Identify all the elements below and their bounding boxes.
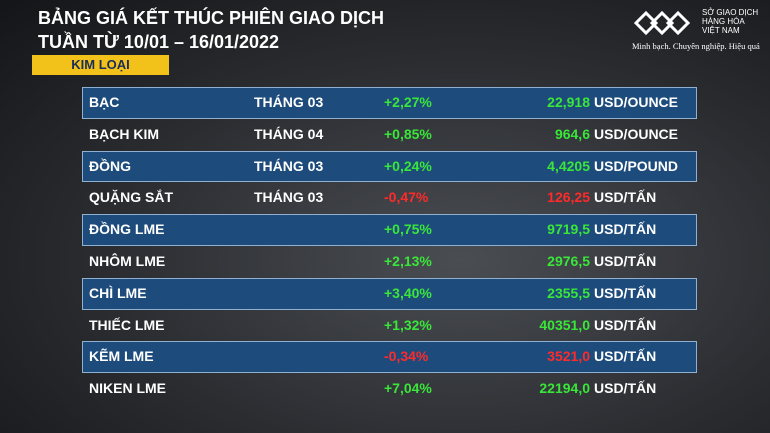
logo: SỞ GIAO DỊCH HÀNG HÓA VIỆT NAM <box>632 6 767 56</box>
change: -0,47% <box>384 189 429 206</box>
change: +0,24% <box>384 157 432 174</box>
contract-month: THÁNG 03 <box>254 189 324 206</box>
price: 40351,0 <box>539 316 590 333</box>
table: BẠC THÁNG 03 +2,27% 22,918 USD/OUNCE BẠCH KIM… <box>82 87 697 405</box>
change: -0,34% <box>384 348 429 365</box>
table-row: THIẾC LME +1,32% 40351,0 USD/TẤN <box>82 310 697 342</box>
table-row: BẠCH KIM THÁNG 04 +0,85% 964,6 USD/OUNCE <box>82 119 697 151</box>
unit: USD/TẤN <box>594 221 657 238</box>
change: +2,27% <box>384 94 432 110</box>
unit: USD/POUND <box>594 157 679 174</box>
change: +2,13% <box>384 252 432 269</box>
metal-name: BẠC <box>89 94 120 110</box>
price: 22,918 <box>547 94 590 110</box>
unit: USD/TẤN <box>594 252 657 269</box>
price: 964,6 <box>554 125 590 142</box>
table-row: QUẶNG SẮT THÁNG 03 -0,47% 126,25 USD/TẤN <box>82 182 697 214</box>
unit: USD/TẤN <box>594 316 657 333</box>
table-row: NIKEN LME +7,04% 22194,0 USD/TẤN <box>82 373 697 405</box>
metal-name: NHÔM LME <box>89 252 166 269</box>
change: +0,75% <box>384 221 432 238</box>
price: 126,25 <box>547 189 590 206</box>
change: +0,85% <box>384 125 432 142</box>
table-row: ĐỒNG LME +0,75% 9719,5 USD/TẤN <box>82 214 697 246</box>
logo-text: HÀNG HÓA <box>702 17 745 26</box>
logo-text: VIỆT NAM <box>702 26 740 35</box>
table-row: ĐỒNG THÁNG 03 +0,24% 4,4205 USD/POUND <box>82 150 697 183</box>
change: +3,40% <box>384 284 432 301</box>
unit: USD/OUNCE <box>594 94 679 110</box>
unit: USD/TẤN <box>594 380 657 397</box>
contract-month: THÁNG 03 <box>254 94 324 110</box>
price: 9719,5 <box>547 221 590 238</box>
price: 2355,5 <box>547 284 590 301</box>
logo-text: SỞ GIAO DỊCH <box>702 8 759 17</box>
section-label: KIM LOẠI <box>32 55 169 75</box>
price: 4,4205 <box>547 157 590 174</box>
table-row: BẠC THÁNG 03 +2,27% 22,918 USD/OUNCE <box>82 87 697 119</box>
unit: USD/OUNCE <box>594 125 679 142</box>
table-row: NHÔM LME +2,13% 2976,5 USD/TẤN <box>82 246 697 278</box>
contract-month: THÁNG 03 <box>254 157 324 174</box>
logo-icon <box>633 10 691 36</box>
unit: USD/TẤN <box>594 348 657 365</box>
metal-name: CHÌ LME <box>89 284 147 301</box>
price: 22194,0 <box>539 380 590 397</box>
price: 2976,5 <box>547 252 590 269</box>
metal-name: KẼM LME <box>89 348 154 365</box>
metal-name: ĐỒNG LME <box>89 221 165 238</box>
title: BẢNG GIÁ KẾT THÚC PHIÊN GIAO DỊCH <box>38 8 385 28</box>
tagline: Minh bạch. Chuyên nghiệp. Hiệu quả <box>632 41 760 51</box>
metal-name: NIKEN LME <box>89 380 166 397</box>
metal-name: THIẾC LME <box>89 316 165 333</box>
title: TUẦN TỪ 10/01 – 16/01/2022 <box>38 32 280 52</box>
price: 3521,0 <box>547 348 590 365</box>
unit: USD/TẤN <box>594 284 657 301</box>
change: +1,32% <box>384 316 432 333</box>
unit: USD/TẤN <box>594 189 657 206</box>
table-row: KẼM LME -0,34% 3521,0 USD/TẤN <box>82 341 697 374</box>
metal-name: BẠCH KIM <box>89 125 159 142</box>
metal-name: QUẶNG SẮT <box>89 189 173 206</box>
table-row: CHÌ LME +3,40% 2355,5 USD/TẤN <box>82 277 697 310</box>
change: +7,04% <box>384 380 432 397</box>
contract-month: THÁNG 04 <box>254 125 324 142</box>
metal-name: ĐỒNG <box>89 157 131 174</box>
